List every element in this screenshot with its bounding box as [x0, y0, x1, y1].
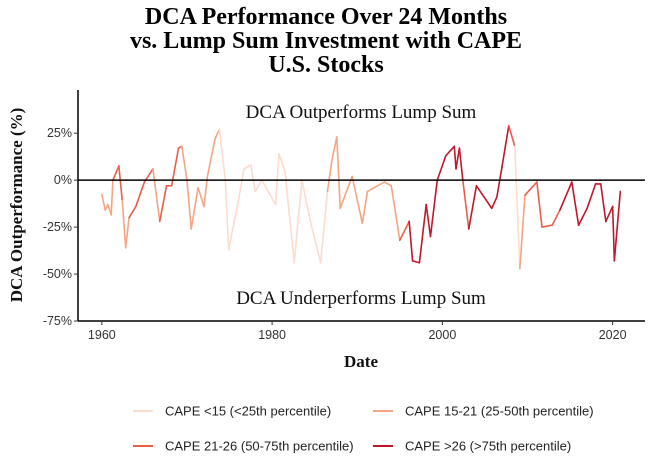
y-tick-label: -25% — [43, 220, 72, 234]
series-segment-cape-2 — [110, 179, 114, 216]
y-tick-label: -75% — [43, 314, 72, 328]
series-segment-cape-3 — [399, 220, 410, 242]
series-segment-cape-1 — [309, 220, 322, 264]
series-segment-cape-4 — [418, 203, 428, 264]
annotation-underperforms: DCA Underperforms Lump Sum — [236, 288, 486, 309]
axes: 25% 0% -25% -50% -75% 1960 1980 2000 2020 — [43, 90, 645, 342]
series-segment-cape-4 — [570, 181, 580, 227]
series-segment-cape-3 — [112, 165, 120, 181]
series-segment-cape-4 — [408, 220, 414, 262]
series-segment-cape-3 — [536, 181, 543, 228]
series-segment-cape-4 — [613, 190, 622, 262]
series-segment-cape-4 — [605, 205, 614, 223]
series-segment-cape-4 — [586, 183, 597, 210]
series-segment-cape-2 — [383, 181, 393, 187]
series-segment-cape-2 — [186, 179, 193, 230]
chart-title-line-1: DCA Performance Over 24 Months — [145, 4, 507, 30]
x-tick-label: 1980 — [258, 328, 286, 342]
series-segment-cape-1 — [301, 179, 312, 223]
series-segment-cape-2 — [152, 168, 161, 223]
series-segment-cape-1 — [293, 179, 303, 264]
chart-title-line-2: vs. Lump Sum Investment with CAPE — [130, 28, 522, 54]
series-segment-cape-1 — [513, 145, 521, 270]
legend-label-cape-3: CAPE 21-26 (50-75th percentile) — [165, 439, 354, 454]
series-segment-cape-3 — [462, 179, 470, 230]
series-segment-cape-2 — [206, 138, 216, 178]
series-segment-cape-4 — [501, 124, 510, 168]
series-segment-cape-4 — [425, 203, 432, 238]
series-segment-cape-2 — [101, 193, 107, 211]
series-segment-cape-1 — [237, 168, 245, 204]
y-axis-label: DCA Outperformance (%) — [7, 108, 26, 303]
series-segment-cape-4 — [475, 184, 493, 210]
series-segment-cape-4 — [496, 166, 503, 198]
series-segment-cape-1 — [250, 164, 256, 193]
legend-label-cape-4: CAPE >26 (>75th percentile) — [405, 439, 571, 454]
series-segment-cape-3 — [524, 181, 538, 196]
series-segment-cape-3 — [158, 184, 168, 223]
series-segment-cape-2 — [330, 136, 338, 163]
x-tick-label: 2000 — [428, 328, 456, 342]
legend-label-cape-2: CAPE 15-21 (25-50th percentile) — [405, 404, 594, 419]
series-segment-cape-4 — [467, 184, 478, 230]
x-tick-label: 2020 — [599, 328, 627, 342]
series-segment-cape-4 — [411, 260, 421, 264]
series-segment-cape-1 — [227, 201, 239, 251]
series-segment-cape-3 — [128, 205, 137, 219]
series-segment-cape-2 — [336, 136, 342, 210]
series-segment-cape-4 — [577, 207, 588, 227]
series-segment-cape-3 — [135, 181, 146, 208]
series-segment-cape-4 — [458, 147, 464, 181]
legend: CAPE <15 (<25th percentile) CAPE 15-21 (2… — [133, 404, 594, 454]
y-tick-label: -50% — [43, 267, 72, 281]
series-segment-cape-3 — [507, 124, 516, 148]
y-tick-label: 25% — [47, 126, 72, 140]
x-axis-label: Date — [344, 352, 378, 371]
series-segment-cape-2 — [121, 200, 127, 249]
series-segment-cape-3 — [551, 209, 561, 227]
series-segment-cape-1 — [218, 128, 227, 181]
annotation-outperforms: DCA Outperforms Lump Sum — [246, 102, 477, 123]
series-segment-cape-1 — [284, 169, 296, 264]
series-segment-cape-2 — [390, 184, 401, 242]
series-segment-cape-2 — [339, 175, 353, 210]
series-segment-cape-2 — [366, 181, 386, 193]
series-segment-cape-1 — [278, 153, 286, 172]
series-segment-cape-2 — [181, 145, 188, 181]
series-segment-cape-2 — [326, 160, 333, 193]
series-segment-cape-2 — [351, 175, 364, 225]
series-segment-cape-4 — [559, 181, 573, 211]
legend-label-cape-1: CAPE <15 (<25th percentile) — [165, 404, 331, 419]
series-segment-cape-1 — [254, 179, 263, 193]
series-segment-cape-2 — [361, 190, 369, 225]
series-segment-cape-4 — [455, 147, 461, 170]
series-segment-cape-4 — [453, 145, 457, 170]
series-lines — [101, 124, 622, 270]
series-segment-cape-4 — [599, 183, 607, 223]
series-segment-cape-4 — [436, 154, 447, 181]
series-segment-cape-1 — [224, 179, 230, 251]
series-segment-cape-4 — [611, 205, 616, 262]
chart-title-line-3: U.S. Stocks — [268, 52, 383, 78]
series-segment-cape-4 — [490, 196, 498, 210]
series-segment-cape-2 — [197, 186, 205, 208]
series-segment-cape-2 — [190, 186, 199, 230]
series-segment-cape-2 — [519, 194, 526, 270]
series-segment-cape-2 — [203, 175, 209, 208]
series-segment-cape-1 — [319, 190, 329, 264]
x-tick-label: 1960 — [88, 328, 116, 342]
series-segment-cape-2 — [214, 128, 221, 140]
series-segment-cape-3 — [118, 165, 124, 202]
series-segment-cape-2 — [124, 216, 130, 249]
series-segment-cape-1 — [243, 164, 252, 170]
series-segment-cape-1 — [274, 153, 280, 206]
series-segment-cape-3 — [541, 224, 554, 228]
y-tick-label: 0% — [54, 173, 72, 187]
series-segment-cape-4 — [429, 179, 439, 238]
series-segment-cape-4 — [444, 145, 456, 157]
series-segment-cape-1 — [261, 179, 277, 206]
